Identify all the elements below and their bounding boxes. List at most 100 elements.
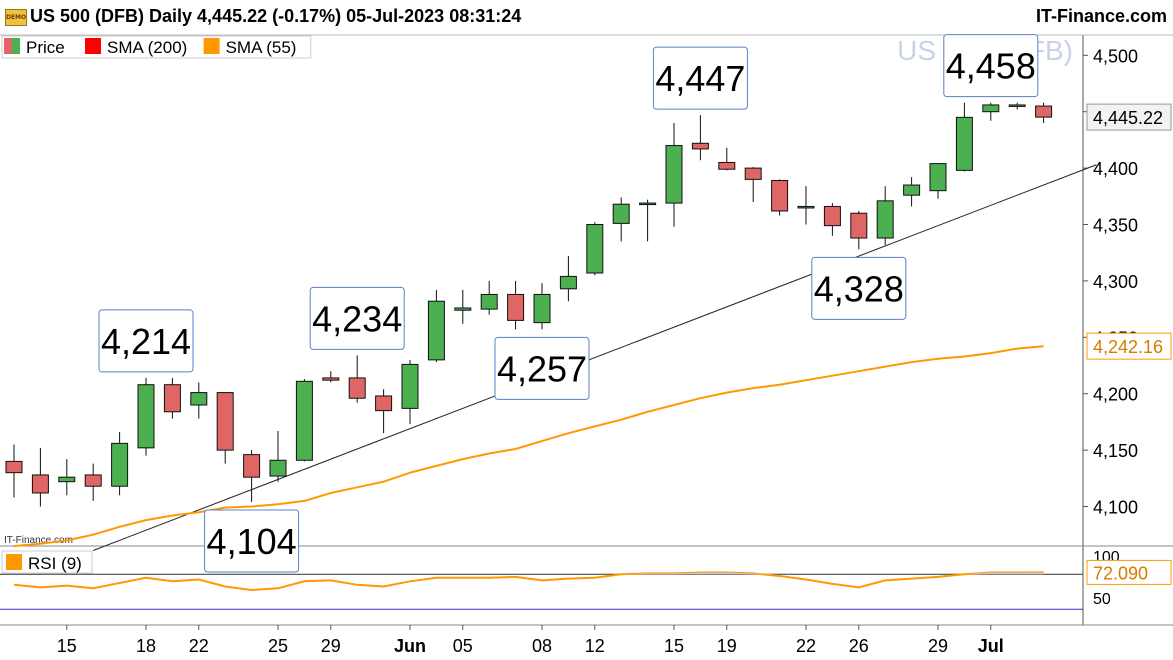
- candle: [744, 166, 762, 202]
- candle: [612, 197, 630, 242]
- y-tick-label: 4,300: [1093, 272, 1138, 292]
- candle: [876, 186, 894, 245]
- annotation-box: [811, 256, 907, 320]
- price-annotation: 4,328: [811, 256, 907, 320]
- candle: [322, 371, 340, 383]
- candle-body: [454, 307, 472, 311]
- candle: [427, 289, 445, 363]
- candle: [401, 359, 419, 425]
- candle: [823, 203, 841, 236]
- candle-body: [929, 163, 947, 192]
- x-tick-label: 22: [796, 636, 816, 656]
- x-tick-label: 18: [136, 636, 156, 656]
- annotation-label: 4,234: [312, 298, 402, 339]
- annotation-box: [204, 509, 300, 573]
- price-annotation: 4,104: [204, 509, 300, 573]
- candle: [163, 377, 181, 419]
- candle: [111, 432, 129, 496]
- candle: [454, 289, 472, 324]
- candle: [982, 102, 1000, 121]
- candle: [586, 222, 604, 276]
- candle-body: [58, 476, 76, 483]
- annotation-box: [943, 34, 1039, 98]
- legend-frame: [1, 35, 312, 59]
- candle-body: [771, 180, 789, 212]
- candle-body: [1035, 105, 1053, 118]
- annotation-label: 4,447: [655, 58, 745, 99]
- candle: [243, 450, 261, 503]
- candle-body: [216, 392, 234, 451]
- candle-body: [480, 293, 498, 310]
- y-tick-label: 4,100: [1093, 498, 1138, 518]
- candle-body: [586, 224, 604, 274]
- x-tick-label: 25: [268, 636, 288, 656]
- candle-body: [797, 205, 815, 209]
- candle-body: [31, 474, 49, 494]
- price-annotation: 4,458: [943, 34, 1039, 98]
- brand-name[interactable]: IT-Finance.com: [1035, 6, 1167, 26]
- source-watermark: IT-Finance.com: [4, 535, 73, 546]
- candle: [559, 256, 577, 302]
- demo-badge-icon: DEMO: [5, 9, 27, 26]
- x-tick-label: 19: [717, 636, 737, 656]
- last-price-tag-text: 4,445.22: [1093, 108, 1163, 128]
- last-price-tag: 4,445.22: [1086, 103, 1172, 131]
- instrument-title: US 500 (DFB) Daily 4,445.22 (-0.17%) 05-…: [30, 6, 522, 26]
- x-tick-label: Jun: [394, 636, 426, 656]
- candle: [137, 377, 155, 456]
- price-annotation: 4,214: [98, 309, 194, 373]
- candle: [5, 444, 23, 498]
- candle: [533, 283, 551, 330]
- candle: [375, 389, 393, 434]
- legend-label: SMA (200): [107, 38, 187, 57]
- y-tick-label: 4,200: [1093, 385, 1138, 405]
- candle-body: [559, 275, 577, 290]
- candle: [31, 447, 49, 507]
- candle-body: [665, 145, 683, 204]
- candle: [480, 280, 498, 315]
- candle-body: [243, 454, 261, 478]
- candle-body: [903, 184, 921, 196]
- x-tick-label: Jul: [978, 636, 1004, 656]
- legend-swatch: [85, 38, 101, 54]
- annotation-label: 4,257: [497, 348, 587, 389]
- candle-body: [295, 380, 313, 461]
- candle-body: [744, 167, 762, 180]
- x-tick-label: 26: [849, 636, 869, 656]
- price-legend-swatch-up: [12, 38, 20, 54]
- annotation-box: [309, 286, 405, 350]
- candle-body: [507, 293, 525, 321]
- y-tick-label: 4,500: [1093, 46, 1138, 66]
- sma55-tag: 4,242.16: [1086, 332, 1172, 360]
- support-trendline: [93, 164, 1097, 551]
- candle-body: [137, 384, 155, 449]
- candle: [84, 463, 102, 501]
- legend: Price SMA (200) SMA (55): [1, 35, 312, 59]
- x-tick-label: 29: [928, 636, 948, 656]
- candle-body: [1008, 104, 1026, 107]
- candle: [1035, 102, 1053, 123]
- candle-body: [269, 459, 287, 477]
- y-tick-label: 4,350: [1093, 216, 1138, 236]
- candle: [665, 122, 683, 227]
- x-tick-label: 22: [189, 636, 209, 656]
- candle: [955, 102, 973, 172]
- candle-body: [850, 212, 868, 239]
- last-price-tag-box: [1086, 103, 1172, 131]
- candle: [58, 459, 76, 496]
- y-tick-label: 4,400: [1093, 159, 1138, 179]
- price-legend-swatch-down: [4, 38, 12, 54]
- candle-body: [876, 200, 894, 239]
- candle-body: [823, 205, 841, 227]
- candle: [797, 186, 815, 225]
- candle: [771, 179, 789, 216]
- candle-body: [111, 442, 129, 487]
- x-tick-label: 12: [585, 636, 605, 656]
- candle: [507, 280, 525, 330]
- candle-body: [955, 116, 973, 171]
- candle: [929, 163, 947, 199]
- sma55-line: [13, 345, 1044, 547]
- candle-body: [348, 377, 366, 399]
- legend-label: SMA (55): [226, 38, 297, 57]
